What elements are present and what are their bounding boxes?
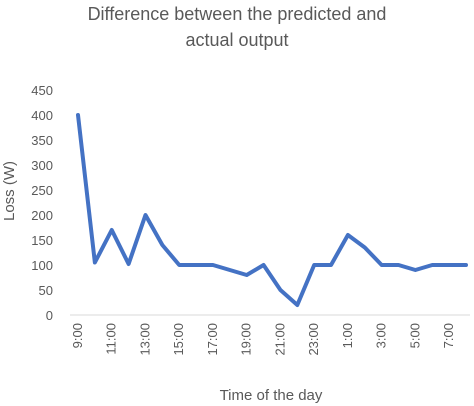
x-tick-label: 9:00 [70, 323, 85, 348]
x-tick-label: 15:00 [171, 323, 186, 356]
y-tick-label: 150 [31, 233, 53, 248]
y-tick-label: 350 [31, 133, 53, 148]
x-tick-label: 19:00 [239, 323, 254, 356]
y-tick-label: 400 [31, 108, 53, 123]
y-tick-label: 0 [46, 308, 53, 323]
x-tick-label: 17:00 [205, 323, 220, 356]
x-tick-label: 7:00 [441, 323, 456, 348]
y-axis-label: Loss (W) [1, 161, 18, 221]
chart-title-line-1: Difference between the predicted and [88, 4, 387, 24]
x-axis-ticks: 9:00 11:00 13:00 15:00 17:00 19:00 21:00 23:00 1… [70, 323, 456, 356]
x-axis-label: Time of the day [220, 387, 323, 404]
y-tick-label: 450 [31, 83, 53, 98]
y-tick-label: 50 [39, 283, 53, 298]
y-tick-label: 300 [31, 158, 53, 173]
x-tick-label: 5:00 [407, 323, 422, 348]
y-tick-label: 100 [31, 258, 53, 273]
y-tick-label: 200 [31, 208, 53, 223]
x-tick-label: 23:00 [306, 323, 321, 356]
series-line [76, 113, 468, 307]
x-tick-label: 3:00 [374, 323, 389, 348]
x-tick-label: 13:00 [137, 323, 152, 356]
x-tick-label: 11:00 [104, 323, 119, 355]
y-axis-ticks: 0 50 100 150 200 250 300 350 400 450 [31, 83, 53, 323]
chart-title-line-2: actual output [185, 30, 288, 50]
x-tick-label: 21:00 [272, 323, 287, 356]
x-tick-label: 1:00 [340, 323, 355, 348]
y-tick-label: 250 [31, 183, 53, 198]
